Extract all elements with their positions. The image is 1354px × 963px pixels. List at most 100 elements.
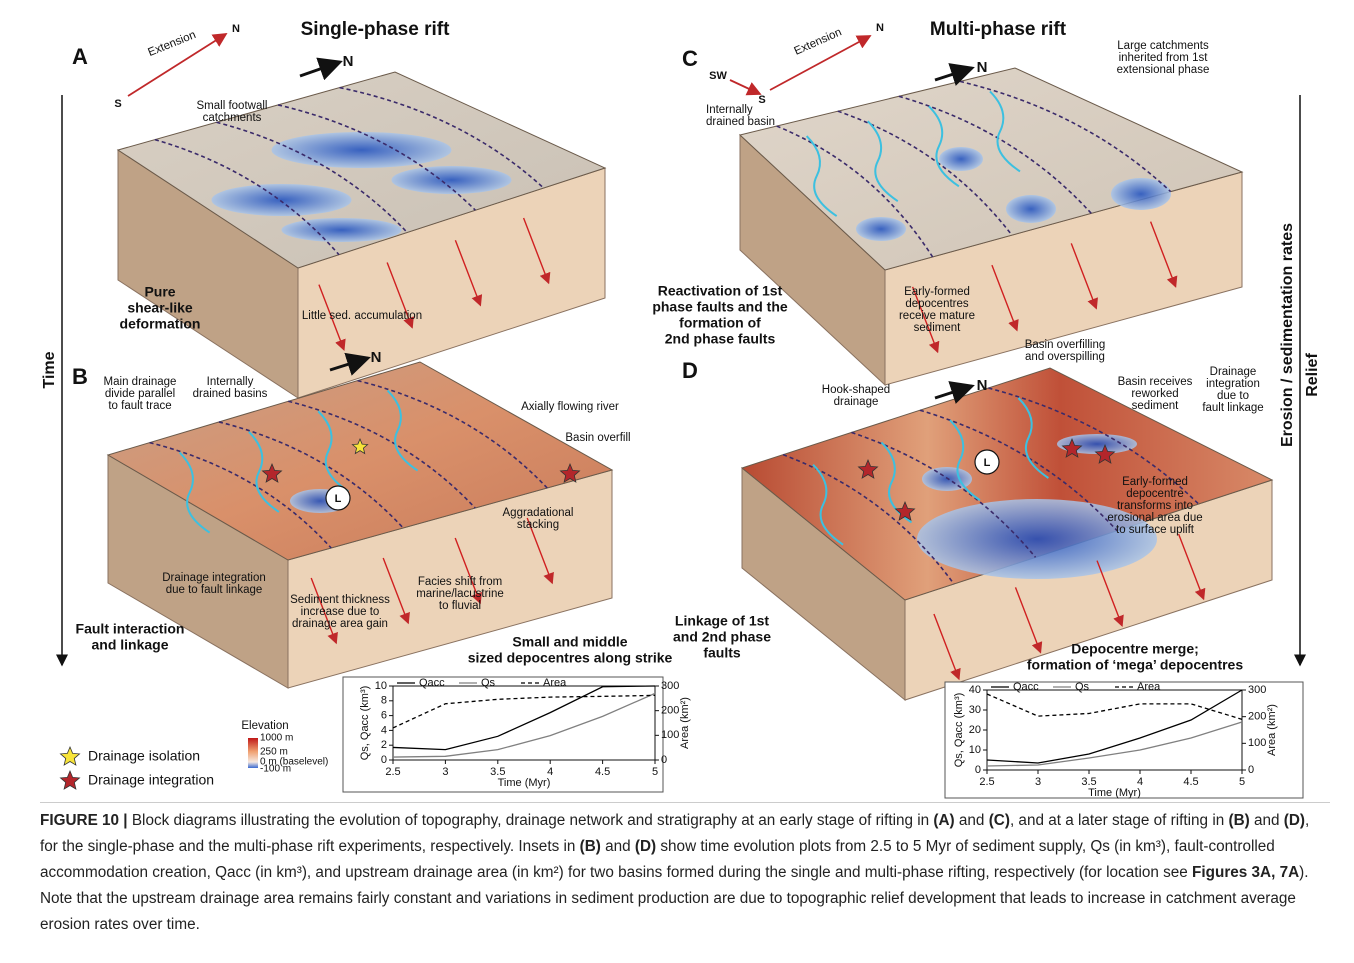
side-label: Time xyxy=(41,351,58,388)
panel-caption: and linkage xyxy=(91,637,168,653)
colorbar-title: Elevation xyxy=(241,720,288,732)
y-tick-label: 40 xyxy=(969,684,981,696)
y2-tick-label: 100 xyxy=(661,729,679,741)
annotation: Basin overfilling xyxy=(1025,339,1106,351)
annotation: Small footwall xyxy=(197,100,268,112)
annotation: N xyxy=(977,377,988,394)
legend-label: Drainage integration xyxy=(88,772,214,788)
annotation: S xyxy=(758,94,765,106)
basin xyxy=(282,218,402,242)
colorbar-label: 1000 m xyxy=(260,733,293,744)
annotation: Hook-shaped xyxy=(822,384,890,396)
caption-run: (B) xyxy=(580,838,601,855)
annotation: to surface uplift xyxy=(1116,524,1195,536)
annotation: to fluvial xyxy=(439,600,481,612)
annotation: Little sed. accumulation xyxy=(302,310,422,322)
panel-letter: C xyxy=(682,46,698,71)
caption-run: (D) xyxy=(635,838,656,855)
y-tick-label: 2 xyxy=(381,739,387,751)
panel-letter: B xyxy=(72,364,88,389)
caption-run: (D) xyxy=(1284,812,1305,829)
y2-tick-label: 100 xyxy=(1248,737,1266,749)
extension-arrow xyxy=(730,80,760,94)
annotation: depocentres xyxy=(905,298,969,310)
panel-caption: deformation xyxy=(120,316,201,332)
annotation: N xyxy=(977,59,988,76)
side-label: Erosion / sedimentation rates xyxy=(1279,223,1296,447)
annotation: Basin receives xyxy=(1118,376,1193,388)
y-tick-label: 4 xyxy=(381,724,387,736)
annotation: Early-formed xyxy=(904,286,970,298)
annotation: Sediment thickness xyxy=(290,594,390,606)
annotation: Main drainage xyxy=(104,376,177,388)
annotation: Aggradational xyxy=(503,507,574,519)
annotation: drainage area gain xyxy=(292,618,388,630)
annotation: due to xyxy=(1217,390,1249,402)
y-axis-label: Qs, Qacc (km³) xyxy=(359,686,371,761)
annotation: sediment xyxy=(1132,400,1179,412)
basin xyxy=(1111,178,1171,210)
annotation: inherited from 1st xyxy=(1119,52,1209,64)
y-axis-label: Qs, Qacc (km³) xyxy=(953,693,965,768)
annotation: depocentre xyxy=(1126,488,1184,500)
annotation: drainage xyxy=(834,396,879,408)
x-axis-label: Time (Myr) xyxy=(498,777,551,789)
annotation: divide parallel xyxy=(105,388,175,400)
annotation: Extension xyxy=(146,29,197,59)
x-tick-label: 2.5 xyxy=(979,776,994,788)
annotation: SW xyxy=(709,70,727,82)
panel-title: Single-phase rift xyxy=(301,19,451,40)
panel-caption: Reactivation of 1st xyxy=(658,283,783,299)
y-tick-label: 30 xyxy=(969,704,981,716)
y-tick-label: 0 xyxy=(381,754,387,766)
caption-run: and xyxy=(1250,812,1284,829)
y2-tick-label: 300 xyxy=(661,680,679,692)
y-tick-label: 20 xyxy=(969,724,981,736)
panel-caption: 2nd phase faults xyxy=(665,331,776,347)
caption-run: Block diagrams illustrating the evolutio… xyxy=(128,812,934,829)
caption-run: and xyxy=(601,838,635,855)
annotation: Drainage integration xyxy=(162,572,266,584)
page: Single-phase riftMulti-phase riftABCDSma… xyxy=(0,0,1354,963)
panel-caption: Depocentre merge; xyxy=(1071,641,1199,657)
annotation: L xyxy=(984,457,991,469)
annotation: Axially flowing river xyxy=(521,401,619,413)
annotation: N xyxy=(371,349,382,366)
legend-label: Area xyxy=(1137,681,1161,693)
annotation: Facies shift from xyxy=(418,576,502,588)
basin xyxy=(272,132,452,168)
legend-label: Qs xyxy=(481,677,496,689)
north-arrow xyxy=(935,68,972,80)
legend-label: Qacc xyxy=(1013,681,1039,693)
annotation: N xyxy=(232,23,240,35)
x-tick-label: 3 xyxy=(442,766,448,778)
side-label: Relief xyxy=(1304,353,1321,397)
caption-run: (A) xyxy=(933,812,954,829)
y-tick-label: 8 xyxy=(381,695,387,707)
x-tick-label: 5 xyxy=(1239,776,1245,788)
legend-star xyxy=(60,747,79,765)
panel-caption: phase faults and the xyxy=(652,299,788,315)
legend-label: Drainage isolation xyxy=(88,748,200,764)
caption-run: (B) xyxy=(1228,812,1249,829)
panel-caption: Pure xyxy=(144,284,175,300)
annotation: integration xyxy=(1206,378,1260,390)
colorbar-label: -100 m xyxy=(260,764,291,775)
annotation: to fault trace xyxy=(108,400,171,412)
panel-letter: A xyxy=(72,44,88,69)
basin xyxy=(856,217,906,241)
legend-label: Area xyxy=(543,677,567,689)
caption: FIGURE 10 | Block diagrams illustrating … xyxy=(40,808,1330,938)
annotation: S xyxy=(114,98,121,110)
annotation: Large catchments xyxy=(1117,40,1209,52)
y-tick-label: 6 xyxy=(381,710,387,722)
y-tick-label: 10 xyxy=(969,744,981,756)
annotation: drained basin xyxy=(706,116,775,128)
annotation: L xyxy=(335,493,342,505)
annotation: N xyxy=(876,22,884,34)
panel-caption: shear-like xyxy=(127,300,193,316)
annotation: erosional area due xyxy=(1107,512,1202,524)
x-axis-label: Time (Myr) xyxy=(1088,787,1141,799)
annotation: marine/lacustrine xyxy=(416,588,504,600)
